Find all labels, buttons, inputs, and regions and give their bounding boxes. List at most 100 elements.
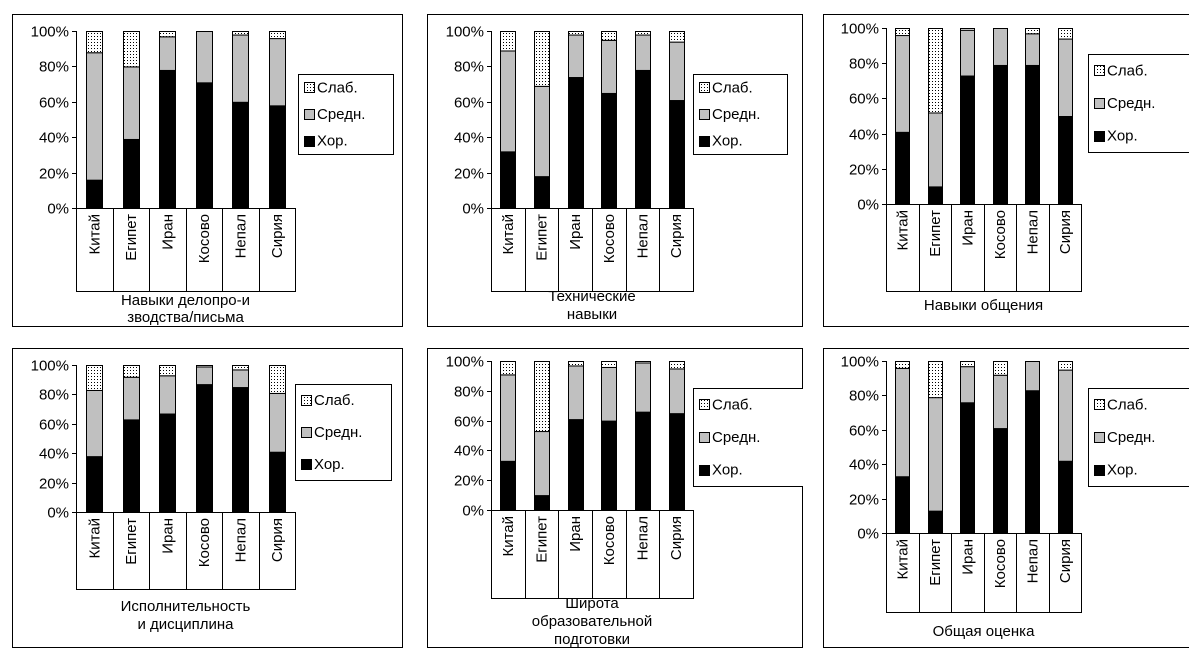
- y-tick-label: 20%: [454, 473, 484, 490]
- bar-segment-good: [535, 496, 550, 511]
- bar-segment-weak: [233, 32, 249, 36]
- bar-segment-good: [994, 429, 1008, 534]
- bar-segment-medium: [994, 375, 1008, 428]
- y-tick-label: 100%: [31, 358, 69, 375]
- legend-swatch-weak: [700, 83, 710, 93]
- x-axis-title: подготовки: [554, 631, 630, 648]
- legend-swatch-weak: [302, 396, 312, 406]
- bar-segment-good: [87, 457, 103, 513]
- legend-swatch-medium: [700, 110, 710, 120]
- x-tick-label: Сирия: [1057, 210, 1074, 254]
- bar-segment-medium: [197, 32, 213, 83]
- bar-segment-medium: [929, 398, 943, 512]
- bar-segment-good: [1026, 391, 1040, 534]
- legend-label: Слаб.: [317, 79, 358, 96]
- y-tick-label: 20%: [454, 166, 484, 183]
- bar-segment-weak: [636, 32, 651, 36]
- bar-segment-weak: [896, 362, 910, 369]
- bar-segment-medium: [961, 30, 975, 76]
- x-axis-title: Навыки общения: [924, 297, 1043, 314]
- bar-segment-medium: [1026, 34, 1040, 66]
- bar-segment-good: [961, 76, 975, 204]
- legend-swatch-weak: [1095, 66, 1105, 76]
- x-tick-label: Косово: [992, 539, 1009, 588]
- bar-segment-weak: [994, 362, 1008, 376]
- y-tick-label: 60%: [849, 91, 879, 108]
- y-tick-label: 80%: [849, 56, 879, 73]
- x-tick-label: Косово: [601, 214, 618, 263]
- bar-segment-medium: [569, 366, 584, 420]
- y-tick-label: 0%: [47, 201, 69, 218]
- bar-segment-weak: [124, 366, 140, 378]
- bar-segment-weak: [535, 32, 550, 87]
- bar-segment-weak: [1059, 29, 1073, 40]
- legend-swatch-good: [305, 137, 315, 147]
- bar-segment-medium: [535, 432, 550, 496]
- x-tick-label: Китай: [86, 518, 103, 559]
- y-tick-label: 100%: [446, 24, 484, 41]
- bar-segment-good: [124, 420, 140, 513]
- y-tick-label: 60%: [454, 414, 484, 431]
- y-tick-label: 100%: [841, 354, 879, 371]
- x-tick-label: Сирия: [668, 214, 685, 258]
- bar-segment-weak: [896, 29, 910, 36]
- bar-segment-good: [636, 70, 651, 208]
- legend-label: Средн.: [712, 106, 760, 123]
- x-tick-label: Непал: [232, 518, 249, 562]
- bar-segment-good: [602, 93, 617, 208]
- bar-segment-medium: [602, 367, 617, 421]
- x-tick-label: Непал: [635, 516, 652, 560]
- x-tick-label: Косово: [992, 210, 1009, 259]
- x-axis-title: Общая оценка: [933, 623, 1036, 640]
- legend-label: Хор.: [317, 133, 348, 150]
- legend-swatch-weak: [1095, 400, 1105, 410]
- bar-segment-weak: [569, 362, 584, 366]
- y-tick-label: 20%: [849, 492, 879, 509]
- bar-segment-medium: [896, 368, 910, 476]
- bar-segment-good: [1059, 117, 1073, 205]
- bar-segment-weak: [501, 32, 516, 51]
- x-tick-label: Китай: [86, 214, 103, 255]
- bar-segment-medium: [994, 29, 1008, 66]
- bar-segment-medium: [929, 113, 943, 187]
- bar-segment-weak: [270, 32, 286, 39]
- legend-label: Хор.: [712, 133, 743, 150]
- x-tick-label: Иран: [159, 518, 176, 554]
- bar-segment-medium: [233, 35, 249, 102]
- bar-segment-medium: [270, 39, 286, 106]
- y-tick-label: 80%: [39, 387, 69, 404]
- legend-swatch-good: [700, 466, 710, 476]
- x-tick-label: Сирия: [269, 214, 286, 258]
- legend-swatch-medium: [700, 433, 710, 443]
- bar-segment-medium: [160, 37, 176, 71]
- x-axis-title: образовательной: [532, 613, 652, 630]
- legend-label: Средн.: [317, 106, 365, 123]
- x-axis-title: Широта: [565, 595, 619, 612]
- x-axis-title: Исполнительность: [121, 598, 251, 615]
- bar-segment-weak: [961, 362, 975, 367]
- x-tick-label: Сирия: [668, 516, 685, 560]
- bar-segment-good: [1026, 65, 1040, 204]
- bar-segment-good: [994, 65, 1008, 204]
- bar-segment-medium: [270, 393, 286, 452]
- bar-segment-good: [535, 177, 550, 209]
- y-tick-label: 60%: [454, 95, 484, 112]
- bar-segment-medium: [670, 42, 685, 100]
- x-tick-label: Косово: [196, 214, 213, 263]
- y-tick-label: 80%: [849, 388, 879, 405]
- bar-segment-weak: [929, 29, 943, 113]
- x-tick-label: Китай: [894, 210, 911, 251]
- legend-swatch-good: [302, 460, 312, 470]
- bar-segment-good: [961, 403, 975, 534]
- x-tick-label: Иран: [567, 214, 584, 250]
- bar-segment-weak: [501, 362, 516, 375]
- x-tick-label: Иран: [959, 539, 976, 575]
- y-tick-label: 80%: [454, 59, 484, 76]
- bar-segment-good: [569, 420, 584, 511]
- bar-segment-good: [670, 101, 685, 209]
- bar-segment-medium: [636, 35, 651, 70]
- legend-swatch-medium: [305, 110, 315, 120]
